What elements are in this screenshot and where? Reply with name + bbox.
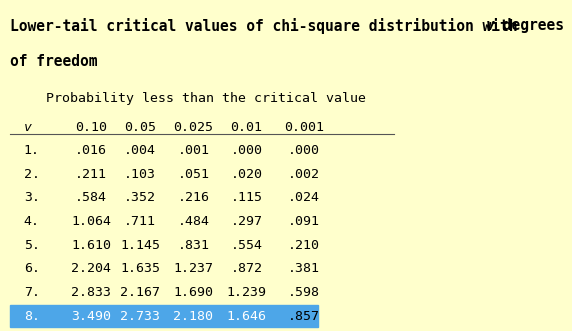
Text: .002: .002 [288,168,320,181]
Text: 1.145: 1.145 [120,239,160,252]
Text: .103: .103 [124,168,156,181]
Text: .831: .831 [177,239,209,252]
Text: .016: .016 [76,144,108,157]
Text: .484: .484 [177,215,209,228]
FancyBboxPatch shape [10,305,318,327]
Text: 4.: 4. [24,215,40,228]
Text: .584: .584 [76,192,108,205]
Text: 6.: 6. [24,262,40,275]
Text: .020: .020 [231,168,263,181]
Text: v: v [24,121,32,134]
Text: 0.001: 0.001 [284,121,324,134]
Text: .001: .001 [177,144,209,157]
Text: 0.025: 0.025 [173,121,213,134]
Text: .216: .216 [177,192,209,205]
Text: .091: .091 [288,215,320,228]
Text: 2.: 2. [24,168,40,181]
Text: 1.239: 1.239 [227,286,267,299]
Text: v: v [486,18,494,33]
Text: Lower-tail critical values of chi-square distribution with: Lower-tail critical values of chi-square… [10,18,526,34]
Text: 1.690: 1.690 [173,286,213,299]
Text: .352: .352 [124,192,156,205]
Text: 2.167: 2.167 [120,286,160,299]
Text: .115: .115 [231,192,263,205]
Text: 5.: 5. [24,239,40,252]
Text: 7.: 7. [24,286,40,299]
Text: 2.733: 2.733 [120,310,160,323]
Text: .024: .024 [288,192,320,205]
Text: .000: .000 [288,144,320,157]
Text: .210: .210 [288,239,320,252]
Text: 1.064: 1.064 [72,215,112,228]
Text: .857: .857 [288,310,320,323]
Text: 1.237: 1.237 [173,262,213,275]
Text: 0.10: 0.10 [76,121,108,134]
Text: .297: .297 [231,215,263,228]
Text: .004: .004 [124,144,156,157]
Text: Probability less than the critical value: Probability less than the critical value [46,92,366,105]
Text: .872: .872 [231,262,263,275]
Text: .598: .598 [288,286,320,299]
Text: 3.: 3. [24,192,40,205]
Text: 1.635: 1.635 [120,262,160,275]
Text: 2.833: 2.833 [72,286,112,299]
Text: 3.490: 3.490 [72,310,112,323]
Text: 1.646: 1.646 [227,310,267,323]
Text: .554: .554 [231,239,263,252]
Text: 2.180: 2.180 [173,310,213,323]
Text: 8.: 8. [24,310,40,323]
Text: 2.204: 2.204 [72,262,112,275]
Text: 1.610: 1.610 [72,239,112,252]
Text: 0.05: 0.05 [124,121,156,134]
Text: of freedom: of freedom [10,54,97,69]
Text: 0.01: 0.01 [231,121,263,134]
Text: .000: .000 [231,144,263,157]
Text: .211: .211 [76,168,108,181]
Text: degrees: degrees [494,18,563,33]
Text: 1.: 1. [24,144,40,157]
Text: .711: .711 [124,215,156,228]
Text: .051: .051 [177,168,209,181]
Text: .381: .381 [288,262,320,275]
